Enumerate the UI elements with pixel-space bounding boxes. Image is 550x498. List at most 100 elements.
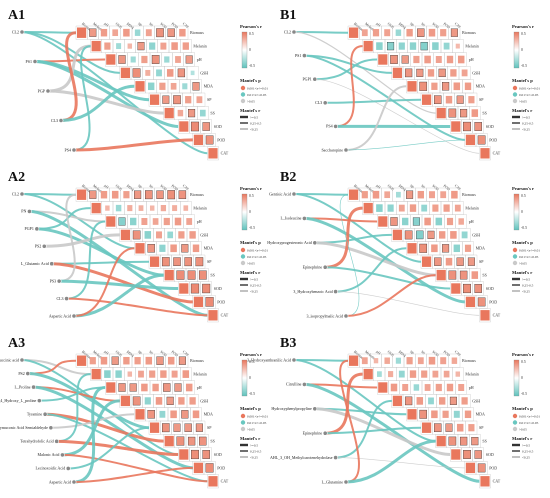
metabolite-node [65, 466, 71, 471]
panel-label: B2 [280, 170, 296, 185]
row-label: SS [482, 111, 486, 116]
column-header: SP [409, 350, 415, 356]
panel-label: B3 [280, 336, 296, 351]
column-header: SP [409, 184, 415, 190]
row-label: CAT [493, 313, 501, 318]
heatmap-cell [390, 55, 398, 64]
colorbar-tick: 0.5 [249, 32, 254, 36]
heatmap-cell [373, 358, 379, 364]
mantel-link [66, 220, 106, 300]
mr-legend-label: >=0.5 [250, 115, 258, 119]
heatmap-cell [431, 82, 438, 90]
heatmap-cell [130, 217, 137, 226]
row-label: CAT [221, 151, 229, 156]
column-header: GSH [387, 184, 395, 192]
heatmap-cell [376, 42, 383, 50]
mantel-link [21, 193, 77, 196]
mantel-link [335, 247, 407, 293]
heatmap-cell [440, 191, 447, 199]
heatmap-cell [132, 68, 141, 78]
column-header: CAT [454, 22, 462, 30]
heatmap-cell [443, 42, 450, 50]
mantel-link [325, 266, 451, 290]
column-header: pH [375, 184, 381, 190]
metabolite-node [27, 209, 32, 214]
column-header: SS [420, 350, 426, 356]
mantel-link [293, 31, 436, 114]
column-header: SS [148, 22, 154, 28]
column-header: pH [103, 22, 109, 28]
column-header: POD [443, 22, 451, 30]
heatmap-cell [395, 357, 401, 364]
heatmap-cell [164, 435, 174, 447]
mantel-link [66, 297, 208, 317]
heatmap-cell [118, 55, 126, 64]
p-legend-swatch [512, 413, 518, 419]
heatmap-cell [106, 382, 116, 393]
heatmap-cell [421, 370, 428, 378]
mr-legend-label: <0.25 [522, 455, 530, 459]
heatmap-cell [436, 107, 446, 119]
heatmap-cell [141, 218, 148, 225]
heatmap-cell [156, 356, 164, 365]
heatmap-cell [417, 190, 424, 199]
heatmap-cell [127, 371, 133, 377]
heatmap-cell [451, 190, 458, 199]
column-header: Melanin [364, 22, 376, 33]
column-header: pH [375, 350, 381, 356]
mr-legend-label: >=0.5 [250, 443, 258, 447]
heatmap-cell [178, 231, 185, 239]
mr-legend-label: >=0.5 [522, 115, 530, 119]
legend-title-mr: Mantel's r [240, 270, 260, 275]
heatmap-cell [163, 383, 171, 392]
mantel-link [73, 273, 164, 318]
heatmap-cell [349, 189, 359, 200]
row-label: SOD [486, 124, 494, 129]
legend-title-r: Pearson's r [512, 24, 534, 29]
heatmap-cell [181, 244, 189, 253]
heatmap-cell [398, 204, 405, 212]
heatmap-cell [208, 476, 218, 487]
column-header: POD [171, 350, 179, 358]
metabolite-label: Saccharopine [321, 147, 343, 152]
column-header: pH [103, 350, 109, 356]
metabolite-label: CL3 [56, 296, 63, 301]
heatmap-cell [361, 191, 368, 199]
heatmap-cell [138, 205, 144, 211]
heatmap-cell [471, 271, 479, 279]
heatmap-cell [178, 397, 185, 405]
heatmap-cell [196, 96, 203, 104]
heatmap-cell [106, 54, 116, 65]
legend-title-mr: Mantel's r [512, 108, 532, 113]
heatmap-cell [455, 43, 460, 49]
heatmap-cell [450, 69, 457, 77]
mantel-link [335, 457, 465, 469]
p-legend-swatch [240, 92, 246, 97]
heatmap-cell [189, 397, 196, 405]
heatmap-cell [378, 54, 388, 65]
heatmap-cell [173, 423, 181, 432]
mantel-link [73, 247, 135, 317]
metabolite-node [25, 371, 31, 376]
metabolite-label: CL2 [284, 29, 291, 34]
heatmap-cell [448, 108, 457, 118]
heatmap-cell [111, 190, 119, 199]
p-legend-label: 0.001<x<=0.01 [247, 414, 268, 418]
heatmap-cell [445, 95, 453, 104]
metabolite-node [32, 59, 38, 64]
heatmap-cell [182, 370, 190, 378]
row-label: Melanin [193, 372, 206, 377]
colorbar-tick: -0.5 [521, 226, 527, 230]
mr-legend-label: >=0.5 [522, 277, 530, 281]
heatmap-cell [449, 396, 457, 405]
heatmap-cell [445, 423, 453, 432]
row-label: GSH [472, 232, 480, 237]
mantel-link [51, 260, 150, 265]
mantel-link [325, 98, 422, 104]
mr-legend-label: <0.25 [250, 289, 258, 293]
heatmap-cell [174, 217, 182, 226]
heatmap-cell [150, 94, 160, 105]
heatmap-cell [395, 29, 402, 36]
heatmap-cell [91, 40, 101, 52]
